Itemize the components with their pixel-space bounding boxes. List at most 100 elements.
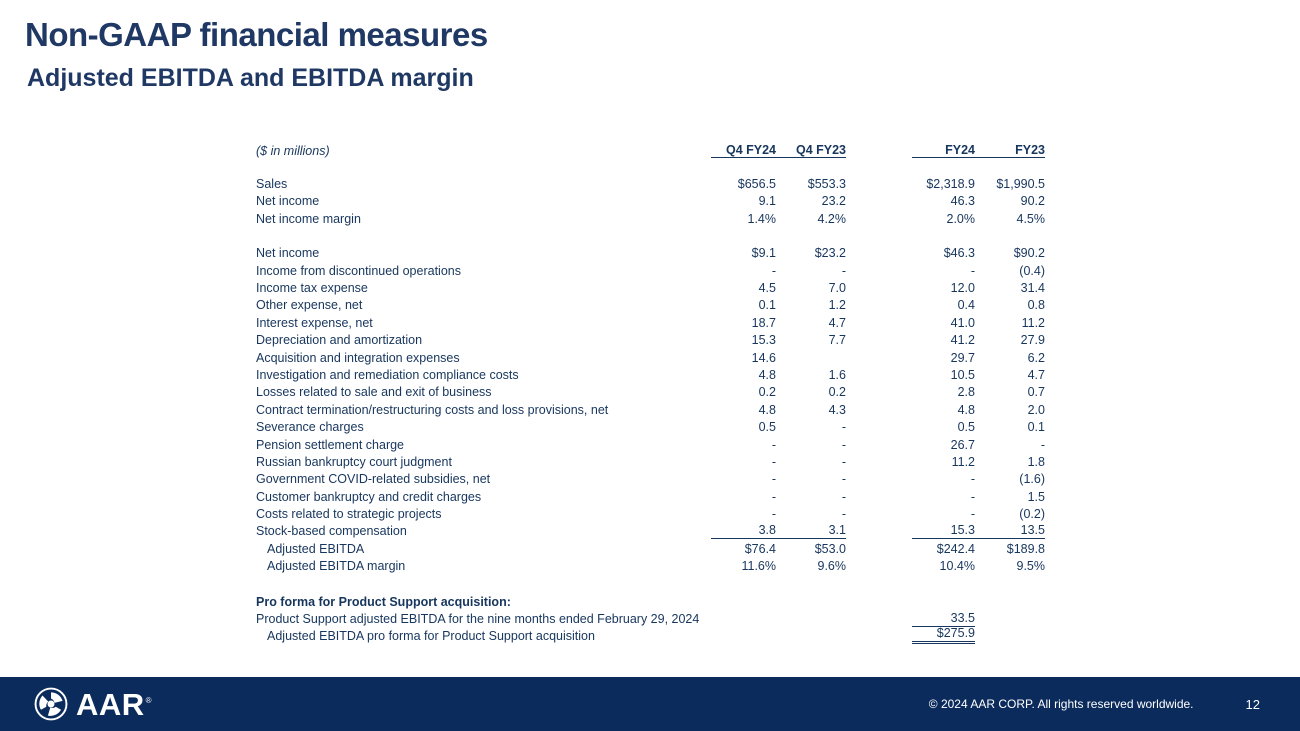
row-value: -	[841, 472, 846, 487]
row-label: Interest expense, net	[256, 315, 373, 330]
row-value: $656.5	[737, 177, 776, 192]
table-row: Costs related to strategic projects - - - (0…	[256, 504, 1045, 521]
row-value: 9.5%	[1016, 559, 1046, 574]
row-value: 15.3	[751, 333, 776, 348]
table-row: Income tax expense 4.5 7.0 12.0 31.4	[256, 278, 1045, 295]
footer-bar: AAR ® © 2024 AAR CORP. All rights reserv…	[0, 677, 1300, 731]
row-value: 13.5	[975, 524, 1045, 540]
row-label: Income tax expense	[256, 280, 368, 295]
row-value: -	[771, 472, 776, 487]
row-label: Adjusted EBITDA	[267, 541, 365, 556]
row-value: $1,990.5	[996, 177, 1045, 192]
unit-note: ($ in millions)	[256, 143, 330, 158]
table-row: Interest expense, net 18.7 4.7 41.0 11.2	[256, 313, 1045, 330]
table-row: Government COVID-related subsidies, net -…	[256, 470, 1045, 487]
row-label: Net income	[256, 246, 320, 261]
col-header-fy24: FY24	[912, 143, 975, 159]
table-row: Russian bankruptcy court judgment - - 11.2 1…	[256, 452, 1045, 469]
row-value: 3.8	[711, 524, 776, 540]
slide-title: Non-GAAP financial measures	[25, 16, 488, 53]
row-value: -	[841, 454, 846, 469]
row-value: 2.8	[957, 385, 975, 400]
row-value: -	[771, 489, 776, 504]
row-value: 4.7	[828, 315, 846, 330]
row-value: 33.5	[912, 611, 975, 627]
row-label: Acquisition and integration expenses	[256, 350, 460, 365]
row-value: $53.0	[814, 541, 846, 556]
row-label: Severance charges	[256, 420, 364, 435]
row-value: 29.7	[950, 350, 975, 365]
row-value: 4.3	[828, 402, 846, 417]
row-value: 90.2	[1020, 194, 1045, 209]
row-value: 0.1	[758, 298, 776, 313]
table-row: Depreciation and amortization 15.3 7.7 41.2…	[256, 331, 1045, 348]
row-value: $23.2	[814, 246, 846, 261]
col-header-q4-fy23: Q4 FY23	[776, 143, 846, 159]
row-value: -	[970, 507, 975, 522]
page-number: 12	[1245, 696, 1260, 712]
row-value: 11.2	[951, 454, 975, 469]
row-value: 0.7	[1027, 385, 1045, 400]
row-value: $2,318.9	[926, 177, 975, 192]
row-value: 2.0	[1027, 402, 1045, 417]
row-label: Investigation and remediation compliance…	[256, 367, 519, 382]
table-body: Sales $656.5 $553.3 $2,318.9 $1,990.5 Net inc…	[256, 174, 1045, 645]
row-value: $9.1	[751, 246, 776, 261]
row-value: $90.2	[1013, 246, 1045, 261]
table-row: Adjusted EBITDA margin 11.6% 9.6% 10.4% 9.5%	[256, 557, 1045, 574]
row-value: 0.2	[828, 385, 846, 400]
row-value: $275.9	[912, 627, 975, 645]
row-label: Depreciation and amortization	[256, 333, 423, 348]
table-row: Adjusted EBITDA $76.4 $53.0 $242.4 $189.8	[256, 539, 1045, 556]
row-value: 11.2	[1021, 315, 1045, 330]
table-row: Income from discontinued operations - - - (0…	[256, 261, 1045, 278]
col-header-q4-fy24: Q4 FY24	[711, 143, 776, 159]
table-row: Contract termination/restructuring costs…	[256, 400, 1045, 417]
row-value: 9.6%	[817, 559, 847, 574]
row-label: Customer bankruptcy and credit charges	[256, 489, 482, 504]
row-value: 7.0	[828, 280, 846, 295]
row-value: -	[841, 437, 846, 452]
aar-logo-icon	[34, 687, 68, 721]
table-row: Pension settlement charge - - 26.7 -	[256, 435, 1045, 452]
row-value: -	[1040, 437, 1045, 452]
table-row: Net income $9.1 $23.2 $46.3 $90.2	[256, 244, 1045, 261]
row-value: -	[970, 489, 975, 504]
row-value: $189.8	[1006, 541, 1045, 556]
row-value: 6.2	[1027, 350, 1045, 365]
row-value: 3.1	[776, 524, 846, 540]
row-value: (0.2)	[1019, 507, 1045, 522]
row-value: 18.7	[751, 315, 776, 330]
row-label: Net income margin	[256, 211, 361, 226]
row-value: -	[841, 263, 846, 278]
row-value: 10.5	[950, 367, 975, 382]
row-value: 0.8	[1027, 298, 1045, 313]
financial-table: ($ in millions) Q4 FY24 Q4 FY23 FY24 FY2…	[256, 141, 1045, 645]
spacer-row	[256, 574, 1045, 592]
row-value: 2.0%	[946, 211, 976, 226]
row-value: -	[970, 263, 975, 278]
row-label: Pro forma for Product Support acquisitio…	[256, 594, 511, 609]
table-header-row: ($ in millions) Q4 FY24 Q4 FY23 FY24 FY2…	[256, 141, 1045, 159]
row-value: (1.6)	[1019, 472, 1045, 487]
row-label: Net income	[256, 194, 320, 209]
row-value: 0.5	[957, 420, 975, 435]
row-value: 4.5	[758, 280, 776, 295]
aar-logo: AAR ®	[34, 687, 152, 721]
row-value: -	[771, 454, 776, 469]
row-value: 11.6%	[741, 559, 776, 574]
row-value: 12.0	[950, 280, 975, 295]
table-row: Acquisition and integration expenses 14.6…	[256, 348, 1045, 365]
table-row: Losses related to sale and exit of busin…	[256, 383, 1045, 400]
row-value: 4.8	[957, 402, 975, 417]
aar-logo-text: AAR	[76, 686, 145, 722]
row-value: $553.3	[807, 177, 846, 192]
row-value: 0.5	[758, 420, 776, 435]
row-value: -	[771, 263, 776, 278]
row-label: Sales	[256, 177, 288, 192]
row-label: Losses related to sale and exit of busin…	[256, 385, 492, 400]
row-value: 10.4%	[939, 559, 975, 574]
row-value: 1.2	[828, 298, 846, 313]
row-value: -	[841, 507, 846, 522]
row-value: 41.2	[950, 333, 975, 348]
